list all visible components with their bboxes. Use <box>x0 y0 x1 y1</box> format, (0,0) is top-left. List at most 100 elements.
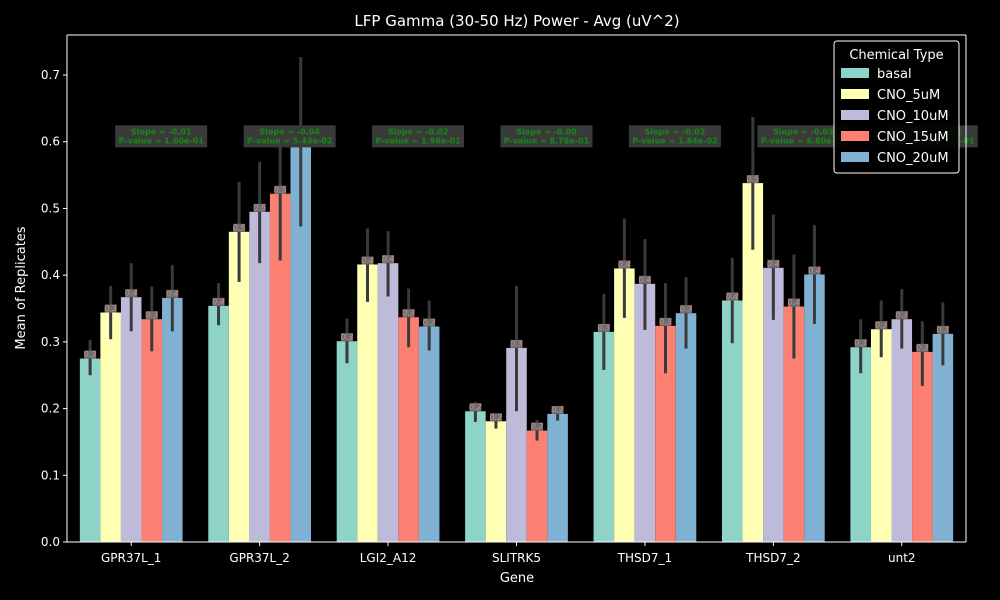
legend-swatch <box>841 110 869 120</box>
bar-label-bg <box>597 323 610 332</box>
bar-label-bg <box>423 318 436 327</box>
bar <box>932 333 954 542</box>
bar-value-label: 0.4 <box>618 260 631 269</box>
bar <box>593 331 615 542</box>
y-tick-label: 0.4 <box>41 268 60 282</box>
bar-value-label: 0.4 <box>767 259 780 268</box>
stat-box <box>243 125 336 148</box>
bar <box>742 183 764 543</box>
bar <box>465 411 486 542</box>
x-tick-label: unt2 <box>888 551 916 565</box>
legend-swatch <box>841 131 869 141</box>
y-tick-label: 0.1 <box>41 468 60 482</box>
legend-swatch <box>841 68 869 78</box>
bar-label-bg <box>469 403 482 412</box>
bar-value-label: 0.3 <box>104 304 117 313</box>
stat-box <box>372 125 465 148</box>
x-tick-label: LGI2_A12 <box>360 551 417 565</box>
bar-value-label: 0.2 <box>490 413 503 422</box>
slope-text: Slope = -0.03 <box>773 127 833 136</box>
bar-label-bg <box>145 311 158 320</box>
bar <box>141 319 163 542</box>
bar-value-label: 0.4 <box>212 297 225 306</box>
bar-value-label: 0.4 <box>166 289 179 298</box>
bar-value-label: 0.3 <box>510 339 523 348</box>
bar <box>418 326 440 542</box>
bar-value-label: 0.5 <box>253 203 266 212</box>
bar <box>336 341 358 542</box>
bar <box>506 347 527 542</box>
y-tick-label: 0.0 <box>41 535 60 549</box>
bar-label-bg <box>854 339 867 348</box>
bar-value-label: 0.3 <box>341 333 354 342</box>
legend-swatch <box>841 152 869 162</box>
x-tick-label: THSD7_1 <box>617 551 672 565</box>
bar-label-bg <box>104 304 117 313</box>
bar-label-bg <box>551 405 564 414</box>
bar-label-bg <box>618 260 631 269</box>
bar <box>870 329 892 542</box>
bar-label-bg <box>402 309 415 318</box>
legend-label: CNO_5uM <box>877 88 940 103</box>
bar <box>634 283 656 542</box>
bar <box>526 430 548 542</box>
y-axis-label: Mean of Replicates <box>14 226 29 349</box>
y-tick-label: 0.5 <box>41 201 60 215</box>
bar-label-bg <box>361 256 374 265</box>
x-tick-label: GPR37L_1 <box>101 551 161 565</box>
stat-box <box>115 125 208 148</box>
bar <box>655 325 676 542</box>
y-tick-label: 0.6 <box>41 135 60 149</box>
bar-label-bg <box>746 175 759 184</box>
bar-label-bg <box>212 297 225 306</box>
bar-label-bg <box>875 321 888 330</box>
legend-swatch <box>841 89 869 99</box>
bar-label-bg <box>489 413 502 422</box>
bar-label-bg <box>382 255 395 264</box>
y-tick-label: 0.3 <box>41 335 60 349</box>
bar-value-label: 0.5 <box>746 175 759 184</box>
bar-label-bg <box>253 203 266 212</box>
bar-value-label: 0.3 <box>402 309 415 318</box>
y-tick-label: 0.7 <box>41 68 60 82</box>
stat-box <box>628 125 721 148</box>
bar-label-bg <box>726 292 739 301</box>
bar <box>891 319 913 542</box>
bar <box>290 141 312 542</box>
bar <box>485 421 507 542</box>
bar-value-label: 0.4 <box>382 255 395 264</box>
bar <box>357 264 378 542</box>
bar-value-label: 0.3 <box>937 325 950 334</box>
bar-value-label: 0.2 <box>469 403 482 412</box>
bar-value-label: 0.3 <box>145 311 158 320</box>
bar <box>208 305 229 542</box>
bar-value-label: 0.3 <box>916 343 929 352</box>
bar <box>912 351 933 542</box>
plot-area: 0.0 0.1 0.2 0.3 0.4 0.5 0.6 0.7 0.3 0.3 0.4 0.3 0.4 G… <box>41 34 978 565</box>
bar <box>675 313 697 542</box>
bar <box>120 297 142 542</box>
slope-text: Slope = -0.02 <box>388 127 448 136</box>
slope-text: Slope = -0.02 <box>645 127 705 136</box>
bar-value-label: 0.4 <box>639 275 652 284</box>
x-tick-label: SLITRK5 <box>492 551 541 565</box>
pvalue-text: P-value = 6.80e-02 <box>761 136 846 145</box>
x-axis-label: Gene <box>500 571 534 586</box>
legend-label: CNO_15uM <box>877 130 949 145</box>
bar <box>249 211 270 542</box>
pvalue-text: P-value = 1.60e-01 <box>119 136 205 145</box>
slope-text: Slope = -0.04 <box>259 127 320 136</box>
bar-value-label: 0.3 <box>875 321 888 330</box>
bar-label-bg <box>916 343 929 352</box>
x-tick-label: GPR37L_2 <box>229 551 289 565</box>
bar-value-label: 0.4 <box>808 266 821 275</box>
bar-label-bg <box>125 289 138 298</box>
bar <box>547 413 568 542</box>
bar <box>398 317 419 542</box>
bar <box>377 263 399 542</box>
bar-value-label: 0.3 <box>854 339 867 348</box>
legend-label: basal <box>877 67 912 82</box>
bar <box>228 231 250 542</box>
legend-title: Chemical Type <box>849 48 943 63</box>
